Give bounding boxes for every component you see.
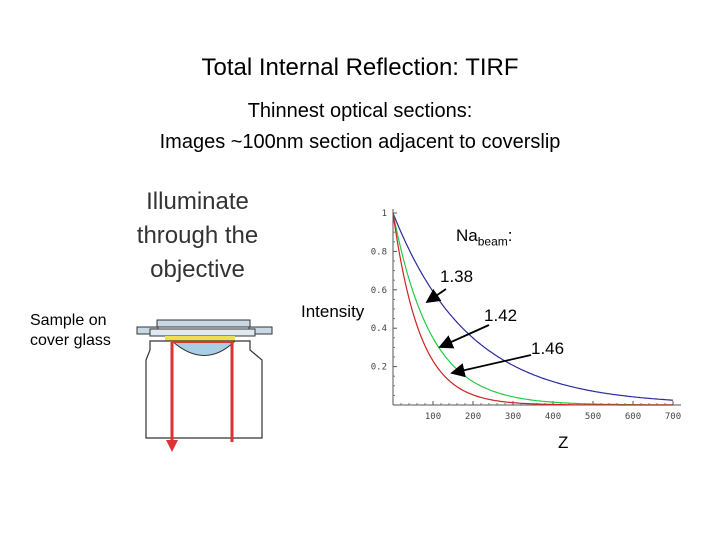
sample-line-2: cover glass: [30, 332, 111, 349]
y-tick-label-0.2: 0.2: [371, 363, 387, 373]
series-line-1-38: [392, 212, 674, 401]
sample-layer: [165, 336, 235, 341]
y-tick-label-0.4: 0.4: [371, 324, 387, 334]
series-label-1-38: 1.38: [440, 267, 474, 286]
sample-label: Sample on cover glass: [30, 311, 140, 351]
illuminate-text: Illuminate through the objective: [100, 185, 295, 287]
annotation-arrows: [425, 288, 532, 378]
legend-title: Nabeam:: [456, 226, 513, 248]
arrow-1-46: [450, 354, 532, 378]
illuminate-line-2: through the: [136, 222, 259, 249]
x-tick-label-200: 200: [465, 412, 481, 422]
objective-body: [145, 340, 263, 439]
series-label-1-42: 1.42: [484, 306, 518, 325]
chart-ticks: 100 200 300 400 500 600 700 0.2 0.4 0.6 0.8 1: [371, 209, 681, 422]
y-tick-label-0.6: 0.6: [371, 286, 387, 296]
x-tick-label-400: 400: [545, 412, 561, 422]
series-line-1-42: [392, 212, 673, 406]
x-tick-label-500: 500: [585, 412, 601, 422]
stage-top: [156, 319, 251, 328]
y-tick-label-0.8: 0.8: [371, 247, 387, 257]
slide-title: Total Internal Reflection: TIRF: [201, 54, 519, 81]
x-tick-label-600: 600: [625, 412, 641, 422]
legend-suffix: :: [507, 226, 513, 245]
y-tick-label-1: 1: [382, 209, 387, 219]
legend-prefix: Na: [456, 226, 478, 245]
illuminate-line-3: objective: [150, 256, 245, 283]
x-tick-label-100: 100: [425, 412, 441, 422]
sample-line-1: Sample on: [30, 312, 107, 329]
subtitle-line-2: Images ~100nm section adjacent to covers…: [159, 131, 561, 153]
legend-subscript: beam: [477, 234, 508, 249]
arrow-1-38: [425, 288, 447, 304]
return-beam-arrow: [166, 440, 178, 452]
y-axis-label: Intensity: [301, 302, 365, 321]
series-line-1-46: [392, 212, 673, 406]
chart-lines: [392, 212, 674, 406]
x-tick-label-700: 700: [665, 412, 681, 422]
arrow-1-42: [438, 324, 490, 349]
x-axis-label: Z: [558, 433, 569, 452]
x-tick-label-300: 300: [505, 412, 521, 422]
subtitle-line-1: Thinnest optical sections:: [247, 100, 473, 122]
illuminate-line-1: Illuminate: [146, 188, 249, 215]
series-label-1-46: 1.46: [531, 339, 565, 358]
